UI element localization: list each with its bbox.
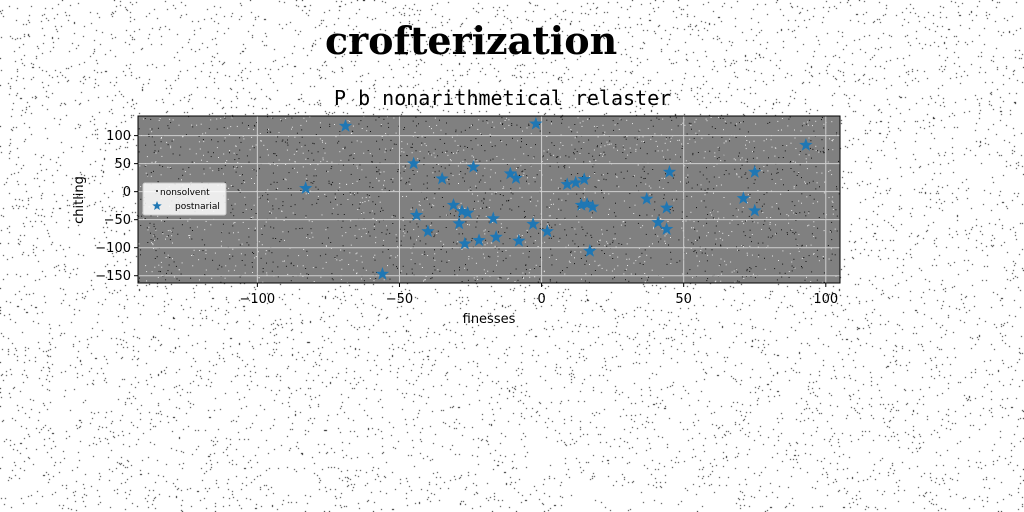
data-point-star [461,205,475,219]
x-tick-label: 50 [675,292,692,307]
data-point-star [569,175,583,189]
y-tick-label: −50 [104,213,131,228]
chart-title: P b nonarithmetical relaster [334,86,672,110]
data-point-star [640,191,654,205]
x-axis-ticks: −100 −50 0 50 100 [240,283,838,307]
legend: nonsolvent postnarial [142,182,227,216]
x-tick-label: −50 [386,292,413,307]
plot-frame [137,115,841,284]
x-axis-label: finesses [463,312,516,327]
data-point-star [586,199,600,213]
legend-marker-postnarial [152,201,162,211]
data-point-star [452,216,466,230]
legend-label-nonsolvent: nonsolvent [160,188,210,198]
data-point-star [577,172,591,185]
data-point-star [580,196,594,210]
data-point-star [421,224,435,238]
data-point-star [529,116,543,130]
grid-lines [138,116,840,283]
data-point-star [489,230,503,243]
data-point-star [736,191,751,205]
y-axis-ticks: −150 −100 −50 0 50 100 [95,129,138,284]
data-point-star [662,165,677,178]
data-point-star [435,171,449,185]
data-point-star [512,233,526,247]
data-point-star [455,204,469,217]
data-point-star [748,165,762,178]
page-heading: crofterization [325,18,618,63]
plot-noise-points [138,116,840,283]
data-point-star [659,200,674,214]
y-tick-label: −150 [95,269,131,284]
data-point-star [526,217,540,230]
x-tick-label: 100 [813,292,838,307]
y-tick-label: 100 [106,129,131,144]
legend-star-icon [152,201,162,211]
data-point-star [486,211,500,225]
data-point-star [583,244,597,257]
data-point-star [651,215,665,229]
data-point-star [299,181,313,194]
data-point-star [446,198,461,211]
data-point-star [748,203,762,217]
legend-box [142,182,227,216]
data-point-star [472,233,486,247]
y-tick-label: −100 [95,241,131,256]
data-point-star [503,166,517,180]
data-point-star [560,177,574,191]
y-tick-label: 50 [114,157,131,172]
x-tick-label: 0 [537,292,545,307]
series-postnarial-marks [299,116,813,280]
data-point-star [458,236,472,250]
data-point-star [407,156,421,170]
plot-area [138,116,840,283]
data-point-star [466,160,481,173]
legend-marker-nonsolvent [156,190,158,192]
x-tick-label: −100 [240,292,276,307]
data-point-star [540,224,554,238]
data-point-star [338,119,353,132]
data-point-star [574,198,589,211]
data-point-star [375,267,390,280]
data-point-star [409,208,424,221]
y-tick-label: 0 [123,185,131,200]
data-point-star [509,171,523,184]
data-point-star [659,222,674,235]
data-point-star [799,138,813,151]
y-axis-label: chitling [72,176,87,224]
legend-label-postnarial: postnarial [175,202,220,212]
